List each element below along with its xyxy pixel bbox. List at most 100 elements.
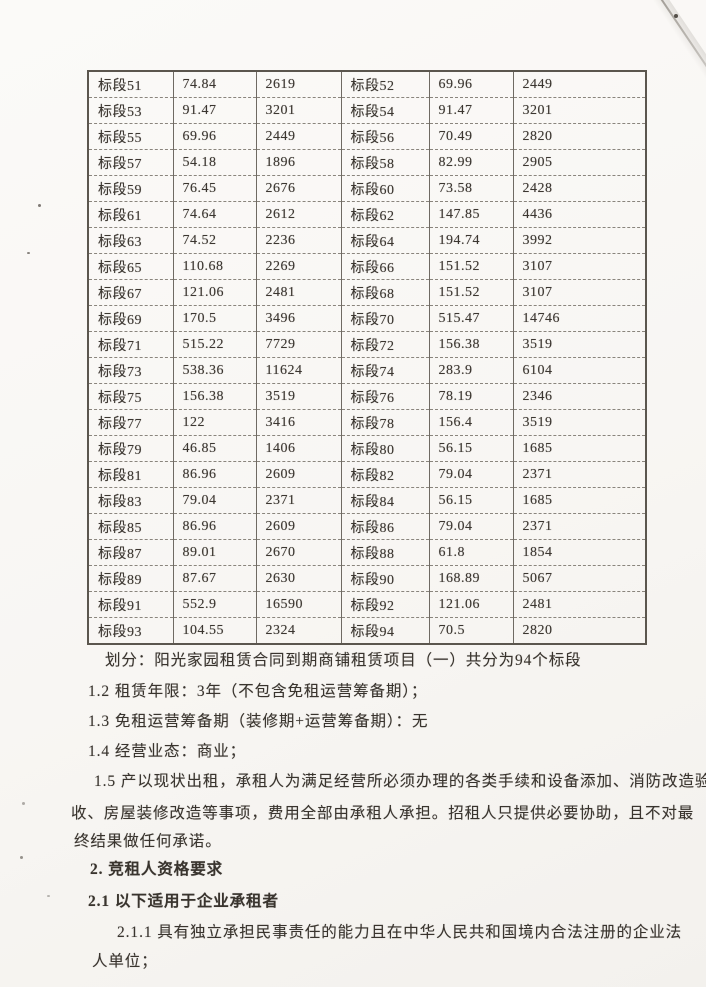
- lot-value-cell: 3201: [513, 97, 646, 124]
- bid-lot-row: 标段87 89.01 2670 标段88 61.8 1854: [88, 539, 646, 566]
- lot-value-cell: 104.55: [173, 617, 257, 644]
- lot-value-cell: 74.64: [173, 201, 257, 228]
- lot-value-cell: 156.38: [429, 331, 514, 358]
- as-is-clause-line-3: 终结果做任何承诺。: [74, 833, 222, 850]
- lot-value-cell: 76.45: [173, 175, 257, 202]
- lot-value-cell: 151.52: [429, 279, 514, 306]
- lot-value-cell: 2619: [256, 71, 342, 98]
- lot-value-cell: 2905: [513, 149, 646, 176]
- lot-value-cell: 2428: [513, 175, 646, 202]
- lot-label-cell: 标段86: [341, 513, 430, 540]
- lot-value-cell: 2820: [522, 622, 553, 638]
- lot-value-cell: 2481: [513, 591, 646, 618]
- clause-2-1-1-line-1: 2.1.1 具有独立承担民事责任的能力且在中华人民共和国境内合法注册的企业法: [117, 924, 683, 941]
- bid-lot-row: 标段73 538.36 11624 标段74 283.9 6104: [88, 357, 646, 384]
- lot-value-cell: 2346: [513, 383, 646, 410]
- lot-value-cell: 7729: [256, 331, 342, 358]
- lot-label-cell: 标段61: [88, 201, 174, 228]
- lot-value-cell: 56.15: [429, 435, 514, 462]
- scan-speck: [674, 14, 678, 18]
- bid-lot-row: 标段61 74.64 2612 标段62 147.85 4436: [88, 201, 646, 228]
- lot-value-cell: 2630: [256, 565, 342, 592]
- lot-value-cell: 151.52: [429, 253, 514, 280]
- lot-value-cell: 70.5: [429, 617, 514, 644]
- bid-lot-row: 标段57 54.18 1896 标段58 82.99 2905: [88, 149, 646, 176]
- bid-lot-row: 标段59 76.45 2676 标段60 73.58 2428: [88, 175, 646, 202]
- bid-lot-row: 标段69 170.5 3496 标段70 515.47 14746: [88, 305, 646, 332]
- lot-value-cell: 56.15: [429, 487, 514, 514]
- lot-value-cell: 5067: [513, 565, 646, 592]
- lot-value-cell: 283.9: [429, 357, 514, 384]
- lot-label-cell: 标段67: [88, 279, 174, 306]
- lot-label-cell: 标段78: [341, 409, 430, 436]
- lot-value-cell: 69.96: [173, 123, 257, 150]
- lot-value-cell: 78.19: [429, 383, 514, 410]
- lot-label-cell: 标段83: [88, 487, 174, 514]
- lot-value-cell: 91.47: [429, 97, 514, 124]
- lot-value-cell: 16590: [256, 591, 342, 618]
- lot-value-cell: 2612: [256, 201, 342, 228]
- lot-label-cell: 标段57: [88, 149, 174, 176]
- lot-value-cell: 3107: [513, 279, 646, 306]
- lot-value-cell: 2449: [513, 71, 646, 98]
- lot-label-cell: 标段53: [88, 97, 174, 124]
- as-is-clause-line-1: 1.5 产以现状出租，承租人为满足经营所必须办理的各类手续和设备添加、消防改造验: [94, 773, 706, 790]
- lot-value-cell: 1896: [256, 149, 342, 176]
- section-2-heading: 2. 竞租人资格要求: [90, 861, 224, 878]
- lot-value-cell: 3992: [513, 227, 646, 254]
- lot-label-cell: 标段64: [341, 227, 430, 254]
- lot-label-cell: 标段51: [88, 71, 174, 98]
- lot-label-cell: 标段74: [341, 357, 430, 384]
- lot-value-cell: 110.68: [173, 253, 257, 280]
- lot-value-cell: 3107: [513, 253, 646, 280]
- lot-label-cell: 标段84: [341, 487, 430, 514]
- lot-value-cell: 3519: [513, 331, 646, 358]
- lot-value-cell: 79.04: [429, 513, 514, 540]
- bid-lots-table: 标段51 74.84 2619 标段52 69.96 2449 标段53 91.47 3201 标…: [87, 70, 647, 645]
- lot-label-cell: 标段92: [341, 591, 430, 618]
- lot-value-cell: 2269: [256, 253, 342, 280]
- lot-value-cell: 54.18: [173, 149, 257, 176]
- bid-lot-row: 标段83 79.04 2371 标段84 56.15 1685: [88, 487, 646, 514]
- lot-value-cell: 147.85: [429, 201, 514, 228]
- bid-lots-table-body: 标段51 74.84 2619 标段52 69.96 2449 标段53 91.47 3201 标…: [88, 71, 646, 644]
- lot-label-cell: 标段70: [341, 305, 430, 332]
- lot-value-cell: 515.47: [429, 305, 514, 332]
- scan-speck: [20, 856, 23, 859]
- scan-speck: [22, 802, 25, 805]
- lot-value-cell: 2481: [256, 279, 342, 306]
- lot-value-cell: 79.04: [173, 487, 257, 514]
- lot-value-cell: 2676: [256, 175, 342, 202]
- lot-label-cell: 标段65: [88, 253, 174, 280]
- lot-value-cell: 121.06: [429, 591, 514, 618]
- lot-label-cell: 标段89: [88, 565, 174, 592]
- lot-value-cell: 1406: [256, 435, 342, 462]
- lot-label-cell: 标段71: [88, 331, 174, 358]
- business-type-line: 1.4 经营业态：商业；: [88, 743, 247, 760]
- lot-label-cell: 标段56: [341, 123, 430, 150]
- lot-value-cell: 6104: [513, 357, 646, 384]
- lot-label-cell: 标段66: [341, 253, 430, 280]
- lot-label-cell: 标段60: [341, 175, 430, 202]
- lot-value-cell: 87.67: [173, 565, 257, 592]
- lot-value-cell: 74.52: [173, 227, 257, 254]
- lot-value-cell: 3519: [513, 409, 646, 436]
- bid-lot-row: 标段85 86.96 2609 标段86 79.04 2371: [88, 513, 646, 540]
- lot-value-cell: 2371: [513, 513, 646, 540]
- bid-lot-row: 标段79 46.85 1406 标段80 56.15 1685: [88, 435, 646, 462]
- lot-value-cell: 3416: [256, 409, 342, 436]
- lot-value-cell: 46.85: [173, 435, 257, 462]
- division-note-line: 划分：阳光家园租赁合同到期商铺租赁项目（一）共分为94个标段: [105, 652, 582, 669]
- lot-label-cell: 标段77: [88, 409, 174, 436]
- lot-label-cell: 标段93: [88, 617, 174, 644]
- lot-value-cell: 4436: [513, 201, 646, 228]
- lot-value-cell: 14746: [513, 305, 646, 332]
- bid-lot-row: 标段75 156.38 3519 标段76 78.19 2346: [88, 383, 646, 410]
- lot-value-cell: 538.36: [173, 357, 257, 384]
- lot-value-cell: 2324: [256, 617, 342, 644]
- lot-value-cell: 61.8: [429, 539, 514, 566]
- clause-2-1-heading: 2.1 以下适用于企业承租者: [88, 893, 279, 910]
- bid-lot-row: 标段55 69.96 2449 标段56 70.49 2820: [88, 123, 646, 150]
- lot-value-cell: 3201: [256, 97, 342, 124]
